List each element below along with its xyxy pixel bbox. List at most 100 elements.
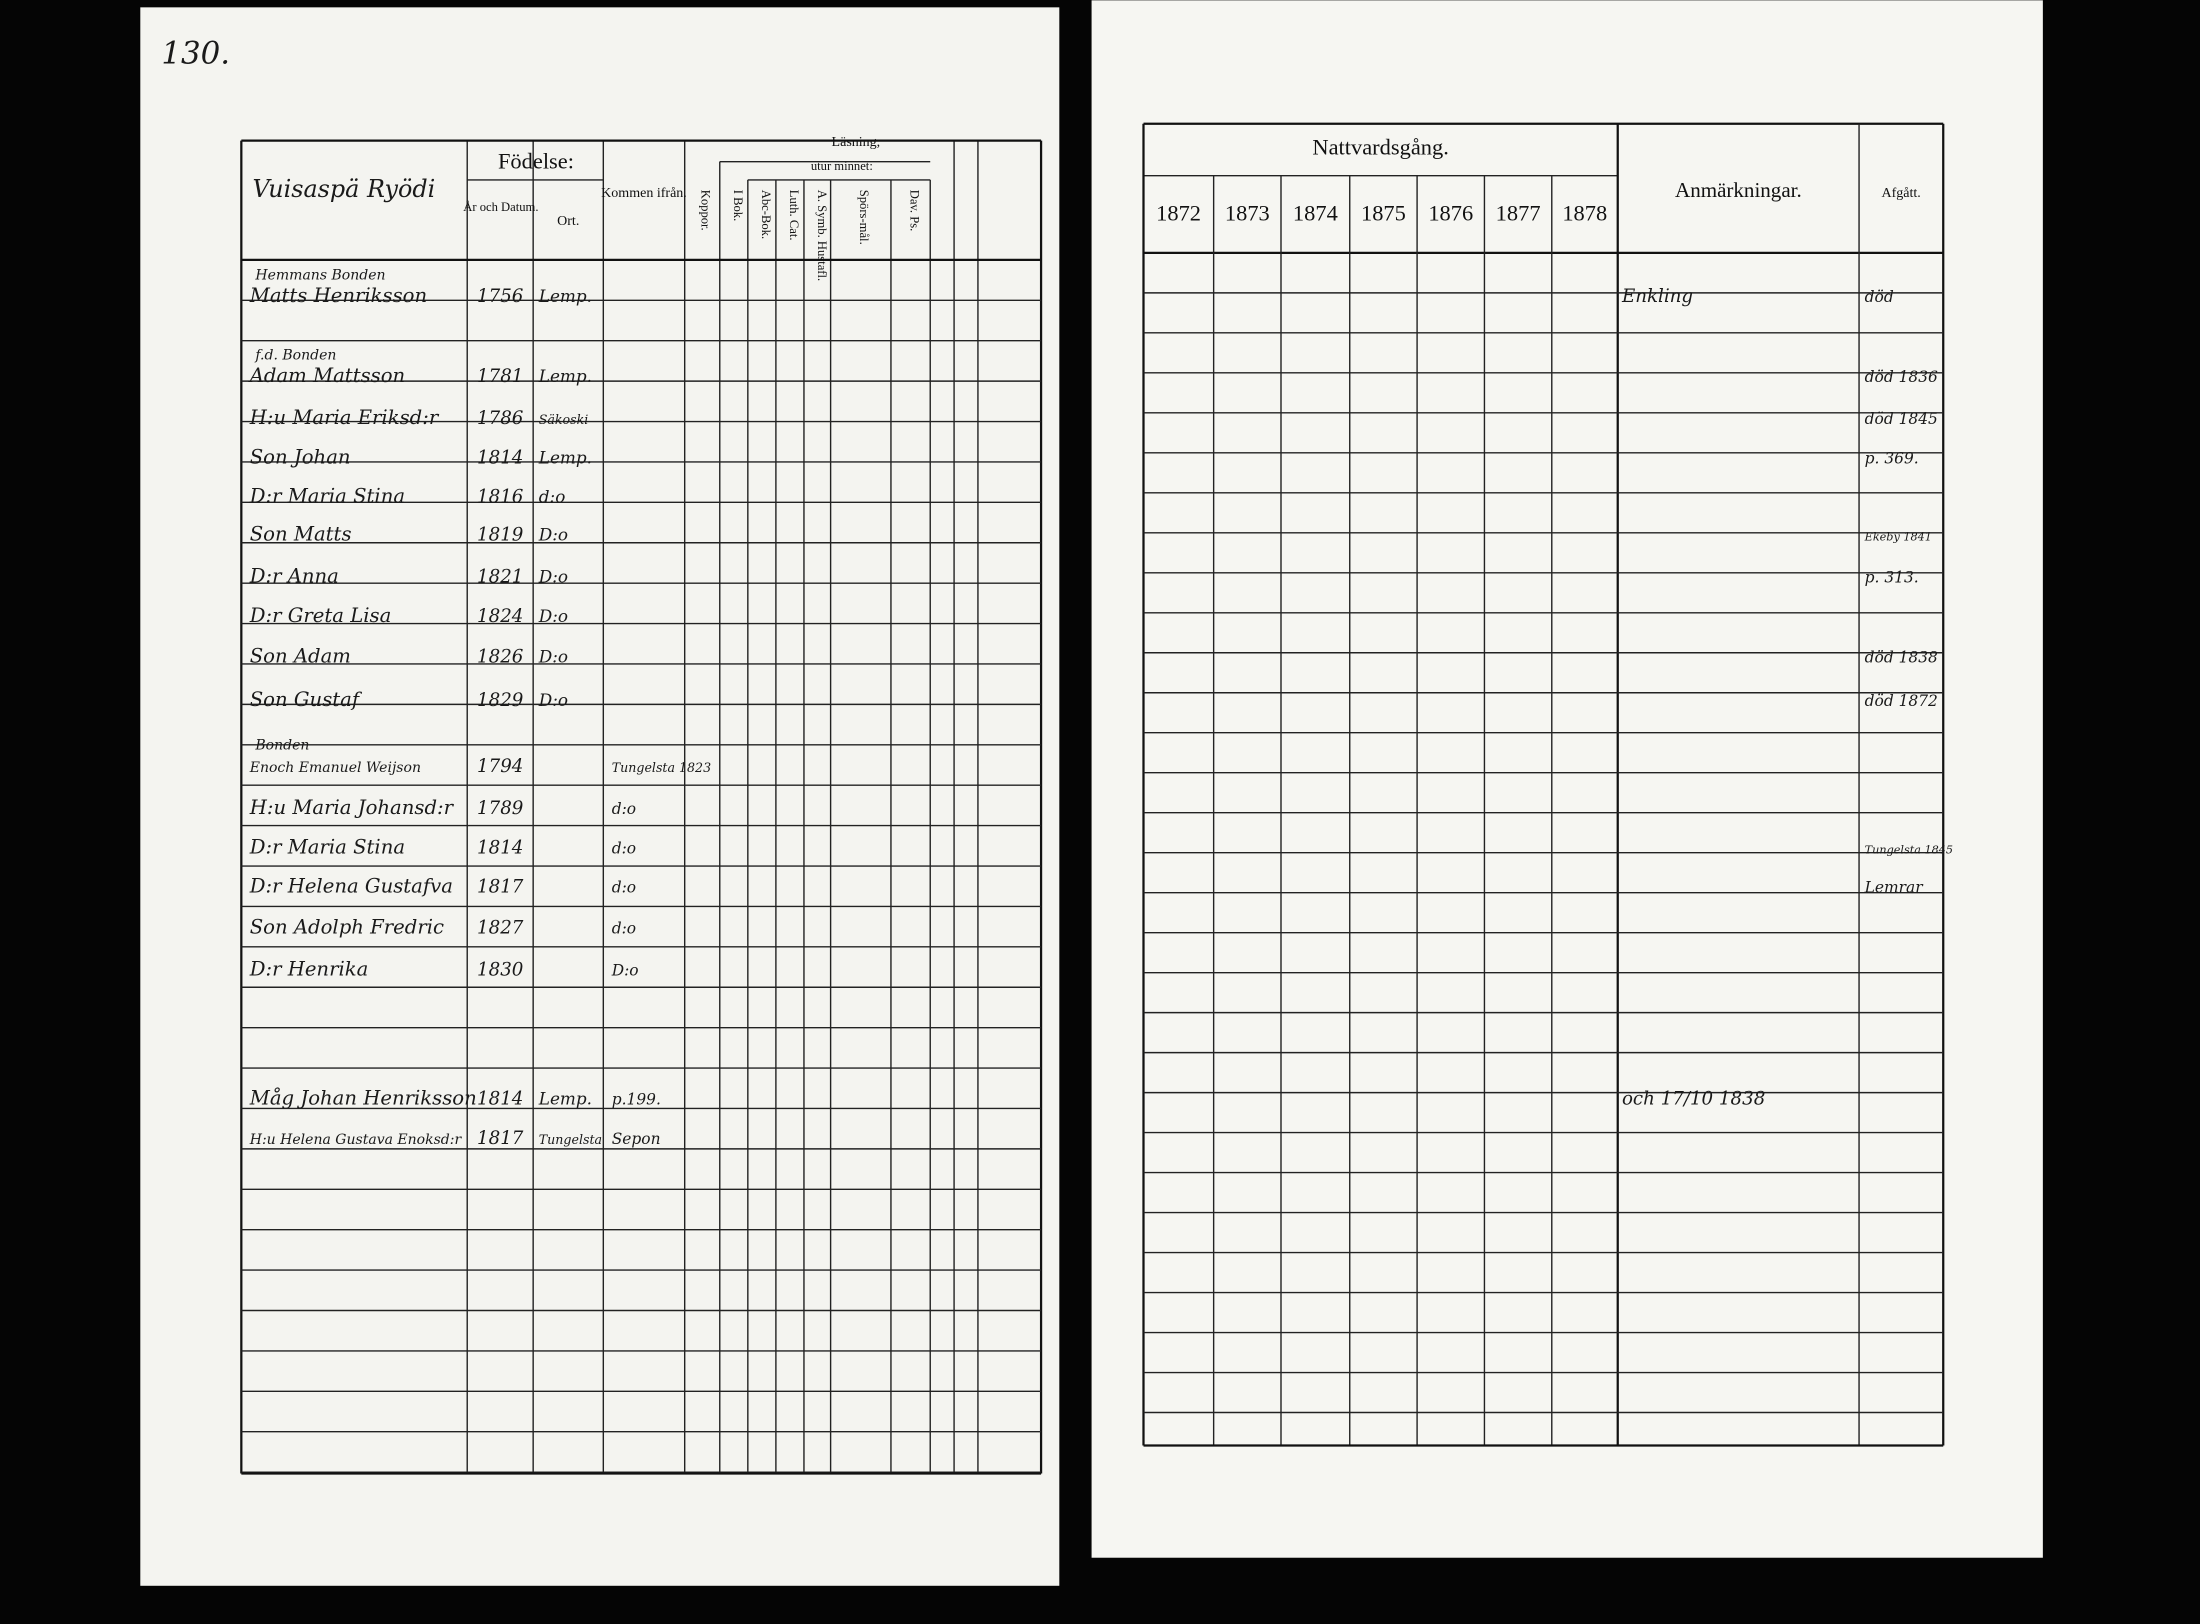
header: Nattvardsgång.: [1312, 135, 1448, 160]
row-name: D:r Anna: [249, 565, 339, 588]
header: Anmärkningar.: [1675, 178, 1802, 202]
year-header: 1876: [1428, 201, 1473, 226]
row-title: Bonden: [254, 738, 309, 754]
row-name: D:r Maria Stina: [249, 835, 405, 858]
afgatt: Tungelsta 1845: [1865, 843, 1953, 856]
row-name: D:r Helena Gustafva: [249, 875, 453, 898]
row-year: 1814: [477, 447, 523, 468]
row-year: 1786: [477, 408, 523, 429]
row-year: 1794: [477, 756, 523, 777]
afgatt: Lemrar: [1864, 879, 1925, 897]
row-name: Enoch Emanuel Weijson: [249, 760, 421, 776]
header: Ort.: [557, 213, 579, 229]
row-from: d:o: [612, 919, 636, 937]
row-name: H:u Maria Eriksd:r: [249, 406, 440, 429]
row-from: p.199.: [612, 1091, 661, 1109]
afgatt: död 1845: [1865, 410, 1938, 428]
row-place: d:o: [539, 487, 566, 507]
row-year: 1816: [477, 487, 523, 508]
row-name: Son Matts: [250, 523, 352, 546]
row-name: H:u Helena Gustava Enoksd:r: [249, 1132, 463, 1148]
header: I Bok.: [731, 190, 745, 222]
afgatt: död 1838: [1865, 649, 1938, 667]
row-place: D:o: [538, 690, 568, 710]
afgatt: p. 369.: [1865, 449, 1919, 467]
row-from: Sepon: [612, 1130, 661, 1148]
row-name: H:u Maria Johansd:r: [249, 796, 455, 819]
row-place: D:o: [538, 525, 568, 545]
afgatt: p. 313.: [1865, 569, 1919, 587]
header: A. Symb. Hustafl.: [815, 190, 829, 281]
row-year: 1821: [477, 567, 523, 588]
year-header: 1878: [1562, 201, 1607, 226]
afgatt: död: [1865, 288, 1894, 306]
row-year: 1814: [477, 837, 523, 858]
place: Vuisaspä Ryödi: [253, 175, 436, 203]
header: Dav. Ps.: [908, 190, 922, 232]
page-number: 130.: [161, 35, 230, 71]
row-name: Adam Mattsson: [248, 364, 405, 387]
afgatt: död 1872: [1865, 692, 1938, 710]
row-from: D:o: [611, 961, 639, 979]
row-year: 1817: [477, 1128, 524, 1149]
left-page: [140, 7, 1060, 1586]
row-name: D:r Greta Lisa: [249, 604, 392, 627]
row-title: f.d. Bonden: [254, 348, 336, 364]
right-page: [1091, 0, 2043, 1558]
row-place: Säkoski: [539, 412, 589, 427]
row-from: Tungelsta 1823: [612, 760, 711, 775]
header: Spörs-mål.: [857, 190, 871, 245]
year-header: 1873: [1225, 201, 1270, 226]
afgatt: Ekeby 1841: [1864, 531, 1932, 544]
year-header: 1872: [1156, 201, 1201, 226]
year-header: 1877: [1496, 201, 1541, 226]
row-name: Son Johan: [250, 445, 351, 468]
row-year: 1827: [477, 917, 524, 938]
row-place: Lemp.: [538, 1089, 592, 1109]
header: Koppor.: [699, 190, 713, 231]
row-place: D:o: [538, 606, 568, 626]
row-year: 1789: [477, 798, 524, 819]
header: År och Datum.: [463, 200, 538, 214]
row-from: d:o: [612, 839, 636, 857]
row-year: 1826: [477, 647, 523, 668]
row-name: Måg Johan Henriksson: [249, 1086, 477, 1110]
row-year: 1817: [477, 877, 524, 898]
row-name: Matts Henriksson: [249, 284, 427, 307]
header: Abc-Bok.: [759, 190, 773, 239]
header: Läsning,: [832, 134, 881, 150]
afgatt: död 1836: [1865, 368, 1938, 386]
remark: och 17/10 1838: [1622, 1089, 1765, 1110]
row-place: D:o: [538, 567, 568, 587]
row-year: 1830: [477, 959, 524, 980]
row-name: Son Adam: [250, 645, 351, 668]
year-header: 1875: [1361, 201, 1406, 226]
row-year: 1814: [477, 1089, 523, 1110]
row-from: d:o: [612, 800, 636, 818]
header: Kommen ifrån.: [601, 185, 687, 201]
row-name: D:r Maria Stina: [249, 485, 405, 508]
row-place: Lemp.: [538, 286, 592, 306]
row-place: Lemp.: [538, 366, 592, 386]
row-place: Lemp.: [538, 447, 592, 467]
year-header: 1874: [1293, 201, 1338, 226]
row-name: Son Adolph Fredric: [250, 915, 444, 938]
row-from: d:o: [612, 879, 636, 897]
header: utur minnet:: [811, 159, 873, 173]
row-title: Hemmans Bonden: [254, 268, 385, 284]
row-place: Tungelsta: [539, 1132, 602, 1147]
remark: Enkling: [1621, 286, 1693, 307]
header: Luth. Cat.: [787, 190, 801, 241]
row-year: 1824: [477, 606, 523, 627]
header: Födelse:: [498, 149, 574, 174]
row-name: Son Gustaf: [250, 688, 363, 711]
row-place: D:o: [538, 647, 568, 667]
row-year: 1756: [477, 286, 523, 307]
row-year: 1829: [477, 690, 524, 711]
row-year: 1781: [477, 366, 523, 387]
row-name: D:r Henrika: [249, 957, 369, 980]
row-year: 1819: [477, 525, 524, 546]
header: Afgått.: [1881, 185, 1920, 201]
